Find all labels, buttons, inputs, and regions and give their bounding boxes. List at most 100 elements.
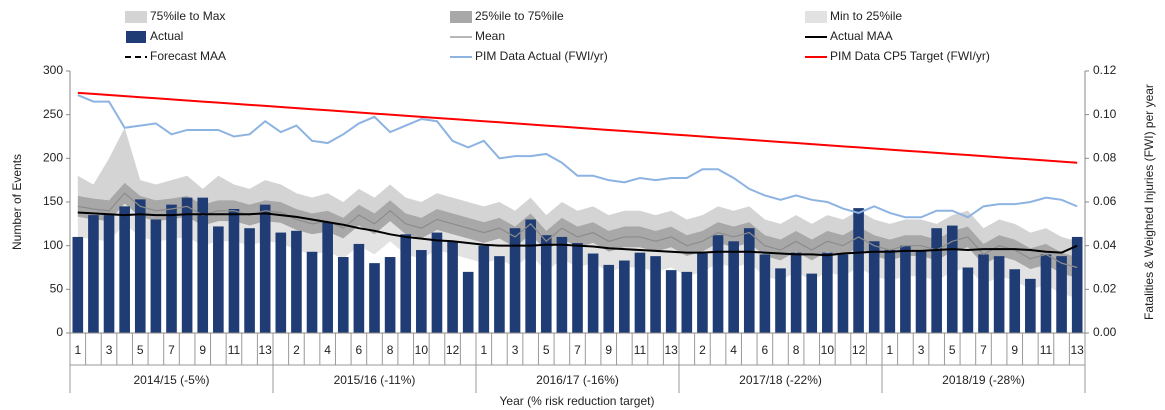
y-tick-label: 250 (43, 107, 63, 121)
legend-label: Actual (150, 29, 183, 43)
line (77, 94, 1078, 219)
x-tick-label: 1 (886, 343, 893, 357)
bar (306, 251, 318, 333)
line (77, 91, 1078, 164)
band-area (77, 127, 1078, 258)
bar (88, 215, 99, 333)
x-tick-label: 2 (699, 343, 706, 357)
bar (1071, 236, 1083, 333)
bar (416, 250, 427, 333)
bar (213, 226, 224, 333)
x-tick-label: 4 (730, 343, 737, 357)
bar (134, 199, 146, 333)
bar (166, 204, 177, 333)
x-tick-label: 4 (324, 343, 331, 357)
bar (603, 264, 615, 333)
bar (931, 228, 942, 333)
bar (400, 234, 412, 333)
legend-label: 25%ile to 75%ile (475, 9, 564, 23)
bar (681, 271, 693, 333)
line (77, 211, 1078, 257)
bar (150, 219, 162, 333)
y-tick-label: 300 (43, 63, 63, 77)
x-tick-label: 9 (1011, 343, 1018, 357)
y-tick-label: 100 (43, 238, 63, 252)
y2-tick-label: 0.08 (1093, 151, 1117, 165)
x-tick-label: 7 (980, 343, 987, 357)
x-tick-label: 8 (387, 343, 394, 357)
bar (946, 225, 958, 333)
bar (587, 253, 599, 333)
band-area (77, 182, 1078, 278)
x-tick-label: 13 (259, 343, 273, 357)
legend-label: Min to 25%ile (830, 9, 902, 23)
y2-tick-label: 0.06 (1093, 194, 1117, 208)
x-tick-label: 7 (168, 343, 175, 357)
x-tick-label: 13 (1071, 343, 1085, 357)
x-tick-label: 11 (228, 343, 241, 357)
bar (572, 243, 583, 333)
bar (525, 219, 536, 333)
bar (275, 232, 287, 333)
bar (853, 208, 864, 333)
bar (353, 243, 365, 333)
bar (540, 235, 552, 333)
bar (181, 197, 193, 333)
x-tick-label: 12 (852, 343, 866, 357)
x-tick-label: 8 (793, 343, 800, 357)
bar (665, 270, 677, 333)
y-tick-label: 0 (56, 325, 63, 339)
bar (478, 245, 490, 333)
bar (728, 241, 739, 333)
bar (384, 257, 396, 333)
legend-swatch (805, 11, 827, 23)
bar (119, 206, 130, 333)
legend-swatch (450, 11, 472, 23)
legend-swatch (126, 31, 146, 43)
bar (775, 268, 786, 333)
x-tick-label: 6 (356, 343, 363, 357)
bar (291, 230, 302, 333)
bar (697, 253, 708, 333)
bar (900, 245, 911, 333)
x-tick-label: 6 (762, 343, 769, 357)
bar (759, 254, 771, 333)
x-tick-label: 12 (446, 343, 460, 357)
y2-tick-label: 0.12 (1093, 63, 1117, 77)
bar (337, 257, 349, 333)
group-label: 2014/15 (-5%) (133, 373, 209, 387)
bar (103, 215, 115, 333)
bar (556, 236, 568, 333)
y2-tick-label: 0.04 (1093, 238, 1117, 252)
group-label: 2018/19 (-28%) (942, 373, 1025, 387)
legend-label: 75%ile to Max (150, 9, 225, 23)
legend-swatch (125, 11, 147, 23)
y-tick-label: 50 (50, 282, 64, 296)
bar (884, 250, 896, 333)
x-tick-label: 1 (74, 343, 81, 357)
bar (837, 254, 849, 333)
bar (509, 228, 521, 333)
bar (619, 260, 630, 333)
bar (369, 263, 380, 333)
x-tick-label: 7 (574, 343, 581, 357)
x-tick-label: 11 (1040, 343, 1053, 357)
group-label: 2015/16 (-11%) (334, 373, 416, 387)
bar (1009, 269, 1021, 333)
x-tick-label: 9 (605, 343, 612, 357)
x-tick-label: 5 (137, 343, 144, 357)
bar (962, 267, 974, 333)
group-label: 2016/17 (-16%) (536, 373, 619, 387)
y2-axis-label: Fatalities & Weighted Injuries (FWI) per… (1142, 84, 1156, 320)
y2-tick-label: 0.00 (1093, 325, 1117, 339)
legend-label: Forecast MAA (150, 49, 226, 63)
x-tick-label: 3 (918, 343, 925, 357)
bar (431, 232, 443, 333)
bar (494, 256, 505, 333)
bar (322, 222, 333, 333)
bar (868, 241, 880, 333)
x-tick-label: 3 (512, 343, 519, 357)
bar (72, 236, 84, 333)
bar (1040, 254, 1052, 333)
x-tick-label: 13 (665, 343, 679, 357)
